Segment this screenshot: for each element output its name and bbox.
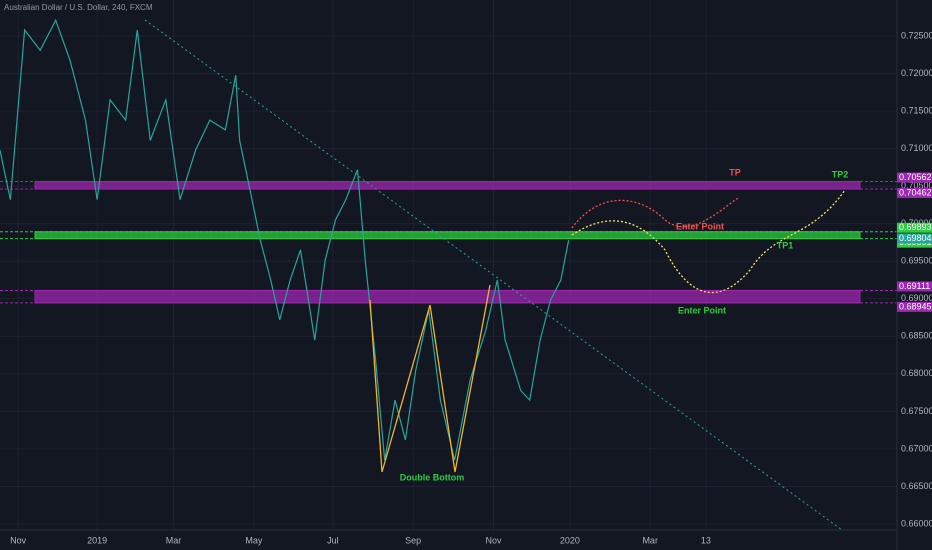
- y-tick-label: 0.68500: [901, 331, 932, 341]
- level-label: 0.69111: [899, 281, 930, 291]
- y-tick-label: 0.67000: [901, 443, 932, 453]
- y-tick-label: 0.70500: [901, 181, 932, 191]
- level-label: 0.70562: [899, 172, 932, 182]
- x-tick-label: May: [245, 535, 263, 545]
- last-price-tag: [897, 233, 932, 244]
- annotation: Enter Point: [676, 221, 724, 231]
- y-tick-label: 0.71500: [901, 105, 932, 115]
- annotations: TP TP2 Enter Point TP1 Enter Point Double Bot…: [400, 167, 849, 482]
- y-tick-label: 0.72500: [901, 30, 932, 40]
- y-tick-label: 0.69000: [901, 293, 932, 303]
- zone: [34, 231, 861, 240]
- annotation: TP2: [832, 169, 849, 179]
- y-tick-label: 0.68000: [901, 368, 932, 378]
- last-price-label: 0.69804: [899, 233, 932, 243]
- double-bottom-pattern: [369, 284, 491, 473]
- level-label: 0.68945: [899, 301, 932, 311]
- y-tick-label: 0.72000: [901, 68, 932, 78]
- annotation: Enter Point: [678, 305, 726, 315]
- x-tick-label: Mar: [642, 535, 658, 545]
- y-tick-label: 0.67500: [901, 406, 932, 416]
- annotation: TP: [729, 167, 741, 177]
- zone: [34, 289, 861, 304]
- x-tick-label: Nov: [485, 535, 502, 545]
- x-tick-label: 2019: [87, 535, 107, 545]
- x-tick-label: Jul: [327, 535, 339, 545]
- x-tick-label: Mar: [166, 535, 182, 545]
- y-tick-label: 0.69500: [901, 256, 932, 266]
- x-tick-label: Nov: [10, 535, 27, 545]
- price-axis: [897, 0, 932, 550]
- level-tag: [897, 301, 932, 312]
- annotation: Double Bottom: [400, 472, 465, 482]
- axis-labels: 0.66000 0.66500 0.67000 0.67500 0.68000 0.685…: [10, 30, 932, 545]
- x-tick-label: 2020: [560, 535, 580, 545]
- grid: [0, 0, 897, 530]
- y-tick-label: 0.66000: [901, 518, 932, 528]
- level-label: 0.70462: [899, 187, 932, 197]
- x-tick-label: 13: [701, 535, 711, 545]
- x-tick-label: Sep: [405, 535, 421, 545]
- y-tick-label: 0.71000: [901, 143, 932, 153]
- y-tick-label: 0.66500: [901, 481, 932, 491]
- price: [0, 18, 570, 461]
- level-tag: [897, 172, 932, 183]
- price-line: [0, 18, 570, 461]
- level-tag: [897, 281, 932, 292]
- trend-line: [144, 19, 843, 531]
- projection-tp2: [571, 189, 846, 294]
- level-tag: [897, 222, 932, 233]
- annotation: TP1: [777, 240, 794, 250]
- level-label: 0.69893: [899, 222, 932, 232]
- level-tag: [897, 188, 932, 199]
- zone: [34, 181, 861, 190]
- chart-title: Australian Dollar / U.S. Dollar, 240, FX…: [4, 3, 153, 12]
- zones: [0, 181, 897, 304]
